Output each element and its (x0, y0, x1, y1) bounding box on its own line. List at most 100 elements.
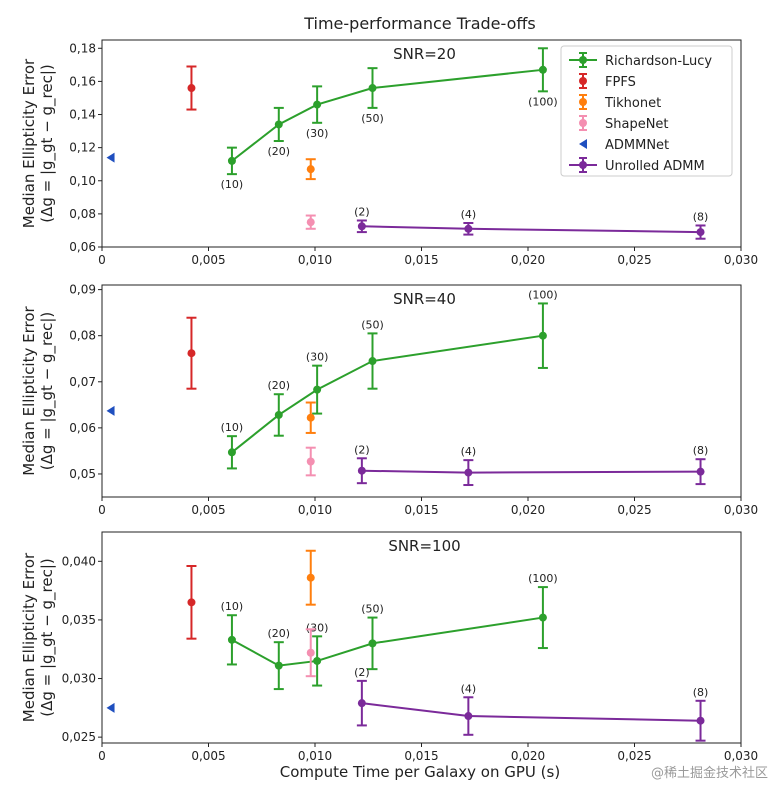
series-admmnet (106, 405, 115, 416)
point-annotation: (30) (306, 351, 329, 364)
data-point-tikhonet (306, 413, 315, 422)
series-tikhonet (305, 158, 316, 181)
legend-marker (579, 56, 587, 64)
x-tick-label: 0,015 (404, 503, 438, 517)
point-annotation: (20) (267, 145, 290, 158)
data-point-unrolled_admm (696, 228, 705, 237)
series-line-unrolled_admm (361, 702, 701, 722)
y-tick-label: 0,07 (69, 375, 96, 389)
y-tick-label: 0,12 (69, 141, 96, 155)
legend-label: Unrolled ADMM (605, 159, 705, 174)
legend-item-richardson_lucy: Richardson-Lucy (569, 52, 712, 69)
legend-marker (579, 98, 587, 106)
point-annotation: (4) (461, 208, 477, 221)
point-annotation: (10) (221, 421, 244, 434)
data-point-shapenet (306, 648, 315, 657)
x-tick-label: 0 (98, 503, 106, 517)
point-annotation: (100) (528, 95, 558, 108)
point-annotation: (8) (693, 686, 709, 699)
point-annotation: (20) (267, 627, 290, 640)
series-unrolled_admm: (2) (4) (8) (354, 206, 708, 240)
legend-marker (579, 77, 587, 85)
y-axis-label: Median Ellipticity Error (Δg = |g_gt − g_… (20, 305, 57, 475)
series-line-unrolled_admm (361, 469, 701, 474)
legend-label: Richardson-Lucy (605, 54, 712, 69)
x-tick-label: 0,030 (724, 253, 758, 267)
point-annotation: (2) (354, 666, 370, 679)
data-point-unrolled_admm (357, 699, 366, 708)
y-tick-label: 0,035 (62, 613, 96, 627)
panel-snr20: 0 0,005 0,010 0,015 0,020 0,025 0,030 0,06 0,08 0… (20, 39, 758, 267)
data-point-unrolled_admm (696, 467, 705, 476)
figure-title: Time-performance Trade-offs (303, 14, 536, 33)
legend-marker (579, 161, 587, 169)
y-axis-label-line1: Median Ellipticity Error (20, 552, 38, 722)
y-tick-label: 0,08 (69, 207, 96, 221)
data-point-richardson_lucy (227, 448, 236, 457)
x-tick-label: 0,020 (511, 253, 545, 267)
data-point-admmnet (106, 405, 115, 416)
data-point-richardson_lucy (274, 661, 283, 670)
data-point-fpfs (187, 349, 196, 358)
y-axis-label-line2: (Δg = |g_gt − g_rec|) (38, 312, 57, 471)
data-point-admmnet (106, 702, 115, 713)
x-tick-label: 0,020 (511, 503, 545, 517)
data-point-tikhonet (306, 573, 315, 582)
x-tick-label: 0,010 (298, 253, 332, 267)
x-tick-label: 0,005 (191, 749, 225, 763)
point-annotation: (100) (528, 288, 558, 301)
point-annotation: (4) (461, 682, 477, 695)
series-richardson_lucy: (10) (20) (30) (50) (100) (221, 47, 558, 191)
y-tick-label: 0,025 (62, 730, 96, 744)
panel-snr40: 0 0,005 0,010 0,015 0,020 0,025 0,030 0,05 0,06 0… (20, 283, 758, 517)
data-point-richardson_lucy (538, 65, 547, 74)
x-tick-label: 0,025 (617, 253, 651, 267)
x-tick-label: 0 (98, 749, 106, 763)
y-axis-label-line1: Median Ellipticity Error (20, 58, 38, 228)
point-annotation: (2) (354, 443, 370, 456)
data-point-richardson_lucy (313, 656, 322, 665)
legend-label: ADMMNet (605, 138, 669, 153)
point-annotation: (10) (221, 178, 244, 191)
x-tick-label: 0,030 (724, 749, 758, 763)
data-point-unrolled_admm (464, 224, 473, 233)
x-tick-label: 0,025 (617, 749, 651, 763)
series-richardson_lucy: (10) (20) (30) (50) (100) (221, 288, 558, 470)
data-point-richardson_lucy (368, 357, 377, 366)
y-tick-label: 0,030 (62, 672, 96, 686)
y-axis-label-line1: Median Ellipticity Error (20, 305, 38, 475)
legend-item-admmnet: ADMMNet (579, 138, 669, 153)
x-axis-label: Compute Time per Galaxy on GPU (s) (280, 763, 560, 781)
series-fpfs (186, 65, 197, 111)
data-point-richardson_lucy (274, 120, 283, 129)
legend-item-fpfs: FPFS (579, 73, 636, 90)
point-annotation: (50) (361, 603, 384, 616)
y-tick-label: 0,05 (69, 467, 96, 481)
x-tick-label: 0,010 (298, 503, 332, 517)
data-point-tikhonet (306, 165, 315, 174)
panel-label: SNR=20 (393, 45, 456, 63)
data-point-richardson_lucy (368, 639, 377, 648)
point-annotation: (20) (267, 379, 290, 392)
series-shapenet (305, 446, 316, 477)
series-admmnet (106, 152, 115, 163)
data-point-richardson_lucy (313, 385, 322, 394)
point-annotation: (50) (361, 112, 384, 125)
x-tick-label: 0,015 (404, 749, 438, 763)
y-tick-label: 0,10 (69, 174, 96, 188)
y-axis-label-line2: (Δg = |g_gt − g_rec|) (38, 558, 57, 717)
x-tick-label: 0,005 (191, 253, 225, 267)
y-tick-label: 0,08 (69, 329, 96, 343)
data-point-unrolled_admm (464, 712, 473, 721)
y-tick-label: 0,040 (62, 554, 96, 568)
legend-marker (579, 139, 587, 149)
series-admmnet (106, 702, 115, 713)
data-point-richardson_lucy (227, 156, 236, 165)
x-tick-label: 0 (98, 253, 106, 267)
point-annotation: (30) (306, 621, 329, 634)
y-tick-label: 0,09 (69, 283, 96, 297)
data-point-richardson_lucy (313, 100, 322, 109)
series-richardson_lucy: (10) (20) (30) (50) (100) (221, 572, 558, 691)
point-annotation: (2) (354, 206, 370, 219)
legend-item-tikhonet: Tikhonet (579, 94, 661, 111)
